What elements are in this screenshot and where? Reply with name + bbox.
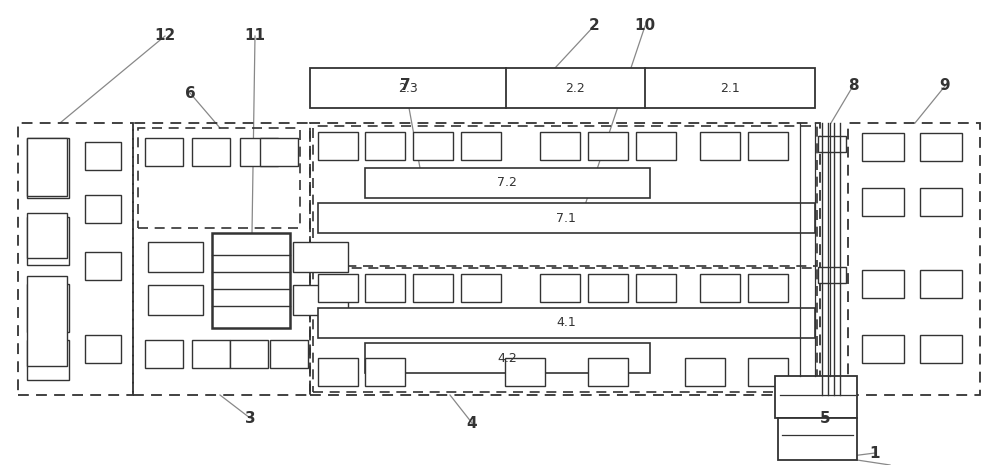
Text: 12: 12 [154, 28, 176, 44]
Bar [461, 132, 501, 160]
Bar [920, 133, 962, 161]
Bar [365, 168, 650, 198]
Bar [540, 132, 580, 160]
Bar [920, 188, 962, 216]
Bar [920, 335, 962, 363]
Bar [318, 132, 358, 160]
Bar [318, 358, 358, 386]
Bar [27, 284, 69, 332]
Bar [293, 285, 348, 315]
Bar [27, 217, 69, 265]
Bar [920, 270, 962, 298]
Bar [148, 242, 203, 272]
Bar [18, 123, 133, 395]
Text: 4.1: 4.1 [556, 317, 576, 330]
Bar [685, 358, 725, 386]
Bar [818, 267, 846, 283]
Bar [365, 132, 405, 160]
Bar [240, 138, 278, 166]
Text: 9: 9 [940, 79, 950, 93]
Bar [862, 335, 904, 363]
Bar [636, 132, 676, 160]
Bar [365, 343, 650, 373]
Bar [27, 340, 69, 380]
Bar [27, 138, 67, 196]
Bar [293, 242, 348, 272]
Bar [848, 123, 980, 395]
Bar [310, 68, 815, 108]
Text: 7.1: 7.1 [556, 212, 576, 225]
Bar [145, 340, 183, 368]
Text: 10: 10 [634, 19, 656, 33]
Bar [778, 418, 857, 460]
Bar [85, 335, 121, 363]
Bar [748, 274, 788, 302]
Bar [588, 358, 628, 386]
Text: 4.2: 4.2 [497, 352, 517, 365]
Text: 3: 3 [245, 411, 255, 425]
Bar [748, 358, 788, 386]
Bar [413, 132, 453, 160]
Bar [85, 252, 121, 280]
Bar [270, 340, 308, 368]
Bar [636, 274, 676, 302]
Bar [700, 274, 740, 302]
Bar [230, 340, 268, 368]
Text: 2: 2 [589, 19, 599, 33]
Text: 7: 7 [400, 79, 410, 93]
Bar [862, 188, 904, 216]
Text: 2.3: 2.3 [398, 81, 418, 94]
Text: 4: 4 [467, 416, 477, 431]
Bar [313, 126, 817, 266]
Bar [138, 128, 300, 228]
Bar [148, 285, 203, 315]
Bar [365, 274, 405, 302]
Bar [318, 308, 815, 338]
Bar [192, 138, 230, 166]
Bar [588, 132, 628, 160]
Text: 2.1: 2.1 [720, 81, 740, 94]
Bar [313, 268, 817, 392]
Bar [818, 136, 846, 152]
Bar [413, 274, 453, 302]
Bar [862, 270, 904, 298]
Bar [85, 195, 121, 223]
Text: 7.2: 7.2 [497, 177, 517, 190]
Bar [318, 203, 815, 233]
Text: 11: 11 [244, 28, 266, 44]
Bar [145, 138, 183, 166]
Bar [748, 132, 788, 160]
Bar [27, 213, 67, 258]
Bar [260, 138, 298, 166]
Bar [775, 376, 857, 418]
Bar [27, 276, 67, 366]
Bar [27, 138, 69, 198]
Text: 6: 6 [185, 86, 195, 100]
Text: 8: 8 [848, 79, 858, 93]
Bar [461, 274, 501, 302]
Bar [85, 142, 121, 170]
Bar [212, 233, 290, 328]
Bar [700, 132, 740, 160]
Bar [318, 274, 358, 302]
Bar [133, 123, 310, 395]
Text: 5: 5 [820, 411, 830, 425]
Bar [862, 133, 904, 161]
Bar [588, 274, 628, 302]
Text: 2.2: 2.2 [565, 81, 585, 94]
Bar [310, 123, 820, 395]
Bar [192, 340, 230, 368]
Bar [505, 358, 545, 386]
Bar [540, 274, 580, 302]
Bar [365, 358, 405, 386]
Text: 1: 1 [870, 445, 880, 460]
